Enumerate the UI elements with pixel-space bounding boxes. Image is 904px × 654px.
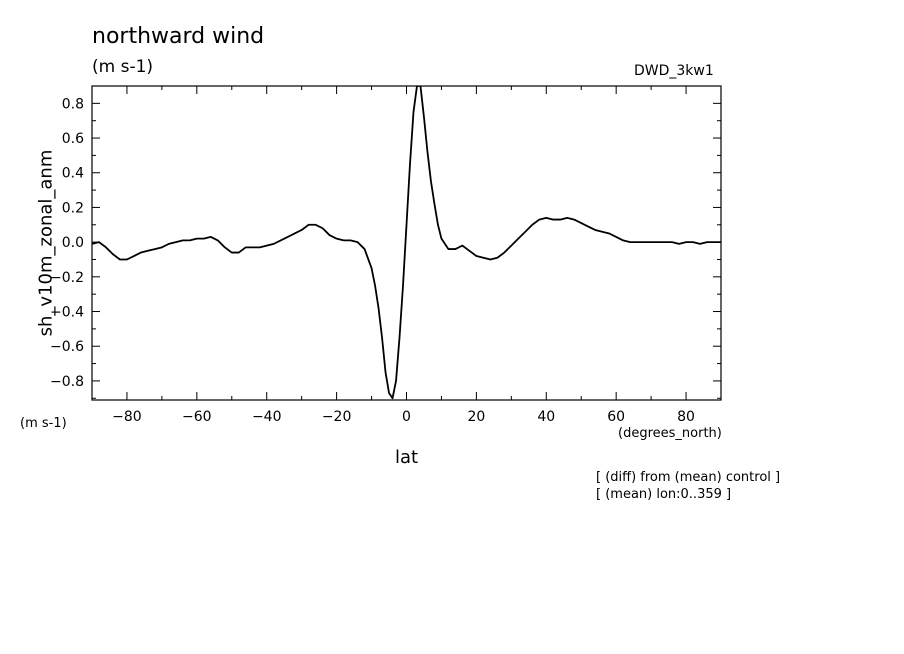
x-tick-label: −60 xyxy=(182,409,212,425)
y-tick-label: 0.2 xyxy=(62,200,84,216)
dataset-label: DWD_3kw1 xyxy=(634,63,714,79)
x-tick-label: 80 xyxy=(677,409,695,425)
y-tick-label: 0.4 xyxy=(62,166,84,182)
x-tick-label: −20 xyxy=(322,409,352,425)
plot-frame xyxy=(91,85,722,401)
x-tick-label: 0 xyxy=(402,409,411,425)
y-axis-units: (m s-1) xyxy=(20,416,67,431)
x-axis-units: (degrees_north) xyxy=(618,426,722,441)
series-line xyxy=(92,86,721,400)
y-tick-label: −0.2 xyxy=(50,270,84,286)
x-tick-label: 20 xyxy=(467,409,485,425)
x-tick-label: 60 xyxy=(607,409,625,425)
chart-units: (m s-1) xyxy=(92,57,154,77)
y-tick-label: −0.6 xyxy=(50,339,84,355)
annotation-diff: [ (diff) from (mean) control ] xyxy=(596,470,781,485)
annotation-mean: [ (mean) lon:0..359 ] xyxy=(596,487,732,502)
y-tick-label: −0.4 xyxy=(50,305,84,321)
x-tick-label: −40 xyxy=(252,409,282,425)
y-tick-label: −0.8 xyxy=(50,374,84,390)
x-tick-label: −80 xyxy=(112,409,142,425)
y-tick-label: 0.6 xyxy=(62,131,84,147)
x-axis-label: lat xyxy=(395,447,419,468)
x-tick-label: 40 xyxy=(537,409,555,425)
y-tick-label: 0.8 xyxy=(62,96,84,112)
chart-title: northward wind xyxy=(92,24,265,49)
y-tick-label: 0.0 xyxy=(62,235,84,251)
